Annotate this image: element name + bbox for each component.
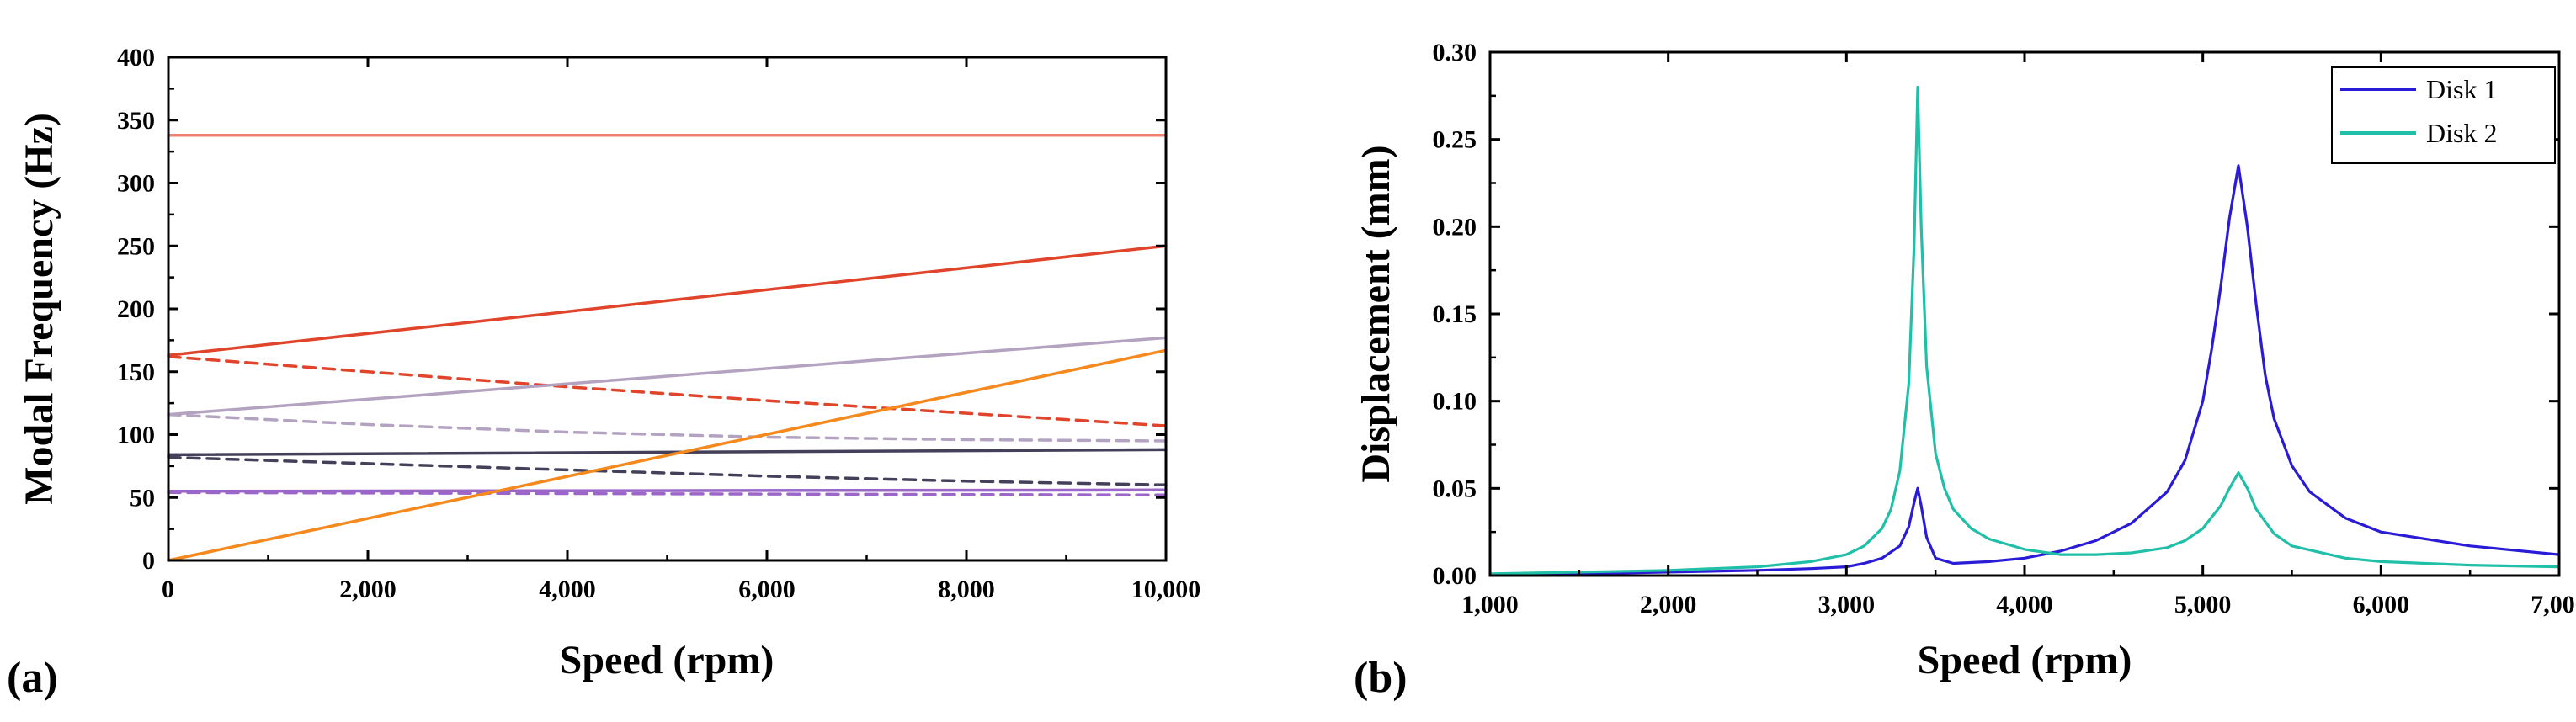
series-line-7 (167, 455, 1168, 487)
y-tick-label: 0.05 (1433, 475, 1477, 502)
x-tick-label: 0 (162, 576, 174, 603)
series-line-1 (1488, 164, 2561, 576)
series-line-2 (167, 244, 1168, 358)
series-group (1488, 85, 2561, 576)
series-line-5 (167, 412, 1168, 443)
y-axis-label: Displacement (mm) (1354, 145, 1398, 482)
y-tick-label: 250 (117, 232, 155, 260)
series-line-4 (167, 336, 1168, 417)
y-tick-label: 400 (117, 44, 155, 72)
y-tick-label: 100 (117, 422, 155, 449)
x-tick-label: 3,000 (1818, 591, 1876, 618)
chart-panel-a: 0 2,000 4,000 6,000 8,000 10,000 0 50 100 150 200 2… (7, 44, 1200, 702)
y-tick-label: 0.00 (1433, 562, 1477, 590)
y-tick-label: 150 (117, 358, 155, 386)
plot-frame (167, 56, 1168, 562)
x-tick-label: 2,000 (339, 576, 397, 603)
x-tick-label: 7,000 (2531, 591, 2576, 618)
series-line-6 (167, 448, 1168, 457)
y-tick-label: 0.30 (1433, 39, 1477, 66)
x-tick-label: 4,000 (1996, 591, 2053, 618)
x-tick-label: 6,000 (738, 576, 796, 603)
x-tick-label: 10,000 (1131, 576, 1201, 603)
y-tick-label: 200 (117, 295, 155, 323)
legend-label-1: Disk 1 (2426, 74, 2497, 104)
y-tick-label: 0.15 (1433, 300, 1477, 328)
x-tick-label: 5,000 (2174, 591, 2232, 618)
x-tick-label: 4,000 (539, 576, 596, 603)
x-tick-label: 1,000 (1461, 591, 1519, 618)
series-line-2 (1488, 85, 2561, 576)
x-axis-label: Speed (rpm) (1918, 638, 2132, 682)
legend-box (2331, 66, 2556, 164)
legend: Disk 1 Disk 2 (2331, 66, 2556, 164)
y-tick-label: 0 (142, 547, 155, 575)
legend-label-2: Disk 2 (2426, 118, 2497, 148)
panel-label: (a) (7, 654, 58, 702)
chart-panel-b: 1,000 2,000 3,000 4,000 5,000 6,000 7,000 0.00 0… (1354, 39, 2576, 702)
series-line-10 (167, 348, 1168, 562)
y-tick-label: 0.20 (1433, 213, 1477, 241)
series-line-9 (167, 491, 1168, 497)
y-tick-label: 50 (130, 484, 155, 512)
x-tick-label: 8,000 (938, 576, 995, 603)
y-tick-label: 350 (117, 107, 155, 135)
x-tick-label: 6,000 (2353, 591, 2410, 618)
panel-label: (b) (1354, 654, 1408, 702)
y-tick-label: 0.25 (1433, 126, 1477, 154)
x-axis-label: Speed (rpm) (560, 638, 774, 682)
series-group (167, 133, 1168, 562)
y-tick-label: 0.10 (1433, 388, 1477, 416)
x-tick-label: 2,000 (1640, 591, 1697, 618)
y-axis-label: Modal Frequency (Hz) (17, 113, 61, 505)
y-tick-label: 300 (117, 170, 155, 198)
series-line-8 (167, 488, 1168, 493)
series-line-3 (167, 355, 1168, 427)
